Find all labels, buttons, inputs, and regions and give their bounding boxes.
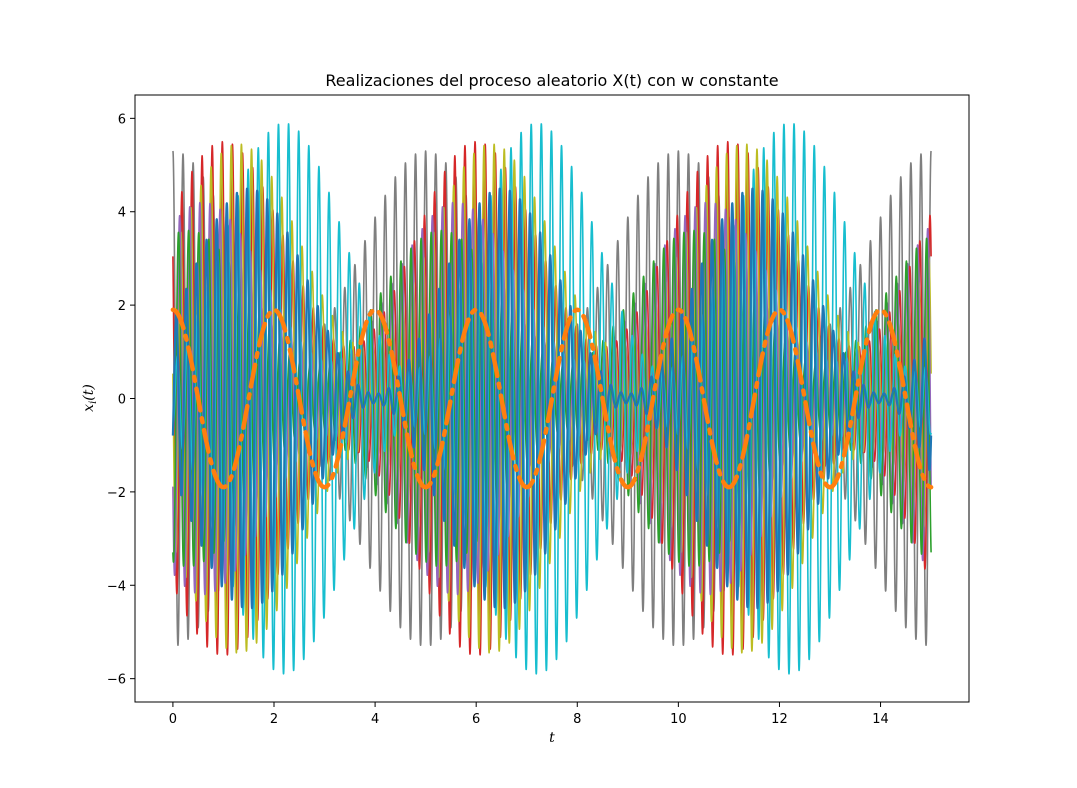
x-tick-label: 0 xyxy=(169,712,177,727)
y-tick-label: −2 xyxy=(107,486,126,501)
x-axis: 0 2 4 6 8 10 12 14 xyxy=(169,702,889,727)
x-tick-label: 12 xyxy=(771,712,788,727)
y-tick-label: 0 xyxy=(118,393,126,408)
x-tick-label: 4 xyxy=(371,712,379,727)
x-tick-label: 2 xyxy=(270,712,278,727)
x-tick-label: 14 xyxy=(872,712,889,727)
y-tick-label: 2 xyxy=(118,299,126,314)
y-tick-label: −4 xyxy=(107,579,126,594)
x-tick-label: 10 xyxy=(670,712,687,727)
chart-title: Realizaciones del proceso aleatorio X(t)… xyxy=(325,71,778,90)
y-axis-label: xi(t) xyxy=(81,384,99,412)
y-tick-label: −6 xyxy=(107,673,126,688)
x-tick-label: 6 xyxy=(472,712,480,727)
x-tick-label: 8 xyxy=(573,712,581,727)
y-tick-label: 4 xyxy=(118,206,126,221)
x-axis-label: t xyxy=(549,730,555,746)
series-line xyxy=(172,143,932,654)
mean-curve-line xyxy=(170,307,934,490)
y-tick-label: 6 xyxy=(118,112,126,127)
series-layer xyxy=(170,123,934,675)
series-line xyxy=(171,187,933,610)
y-axis: −6 −4 −2 0 2 4 6 xyxy=(107,112,135,688)
y-axis-label-main: x xyxy=(81,404,97,412)
series-line xyxy=(172,123,932,675)
y-axis-label-sub: i xyxy=(88,401,99,404)
y-axis-label-tail: (t) xyxy=(81,384,97,401)
